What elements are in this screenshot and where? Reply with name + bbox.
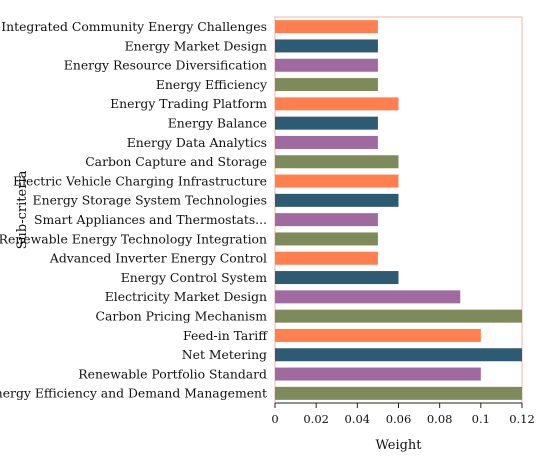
x-tick-label-2: 0.04 <box>345 412 371 426</box>
bar-1 <box>275 39 378 53</box>
category-label-1: Energy Market Design <box>125 38 267 53</box>
category-label-9: Energy Storage System Technologies <box>33 193 267 208</box>
bar-4 <box>275 97 399 111</box>
category-labels-group: Integrated Community Energy Challenges En… <box>0 19 268 401</box>
category-label-7: Carbon Capture and Storage <box>85 154 267 169</box>
category-label-3: Energy Efficiency <box>156 77 267 92</box>
category-label-12: Advanced Inverter Energy Control <box>49 251 267 266</box>
bar-12 <box>275 251 378 265</box>
category-label-2: Energy Resource Diversification <box>64 58 267 73</box>
bar-18 <box>275 367 481 381</box>
x-tick-label-1: 0.02 <box>303 412 329 426</box>
bar-0 <box>275 20 378 34</box>
category-label-5: Energy Balance <box>168 115 267 130</box>
y-axis-title: Sub-criteria <box>15 170 30 249</box>
bar-3 <box>275 78 378 92</box>
category-label-4: Energy Trading Platform <box>110 96 267 111</box>
x-tick-label-0: 0 <box>271 412 278 426</box>
category-label-11: Renewable Energy Technology Integration <box>0 231 267 246</box>
category-label-0: Integrated Community Energy Challenges <box>1 19 267 34</box>
bars-group <box>275 20 522 400</box>
bar-9 <box>275 193 399 207</box>
bar-8 <box>275 174 399 188</box>
bar-7 <box>275 155 399 169</box>
bar-14 <box>275 290 461 304</box>
bar-11 <box>275 232 378 246</box>
bar-15 <box>275 309 522 323</box>
x-tick-label-5: 0.1 <box>472 412 490 426</box>
category-label-8: Electric Vehicle Charging Infrastructure <box>13 173 267 188</box>
x-tick-label-4: 0.08 <box>427 412 453 426</box>
bar-19 <box>275 386 522 400</box>
category-label-18: Renewable Portfolio Standard <box>78 366 267 381</box>
bar-17 <box>275 348 522 362</box>
x-tick-label-6: 0.12 <box>509 412 535 426</box>
category-label-14: Electricity Market Design <box>105 289 267 304</box>
x-axis-title: Weight <box>375 438 422 453</box>
bar-5 <box>275 116 378 130</box>
bar-6 <box>275 135 378 149</box>
x-axis: 0 0.02 0.04 0.06 0.08 0.1 0.12 <box>271 402 535 426</box>
category-label-15: Carbon Pricing Mechanism <box>96 308 268 323</box>
category-label-16: Feed-in Tariff <box>183 328 268 343</box>
bar-10 <box>275 213 378 227</box>
category-label-19: Energy Efficiency and Demand Management <box>0 386 267 401</box>
category-label-17: Net Metering <box>182 347 267 362</box>
category-label-6: Energy Data Analytics <box>127 135 267 150</box>
bar-16 <box>275 328 481 342</box>
category-label-10: Smart Appliances and Thermostats... <box>34 212 267 227</box>
category-label-13: Energy Control System <box>121 270 267 285</box>
x-tick-label-3: 0.06 <box>386 412 412 426</box>
bar-13 <box>275 271 399 285</box>
bar-2 <box>275 58 378 72</box>
